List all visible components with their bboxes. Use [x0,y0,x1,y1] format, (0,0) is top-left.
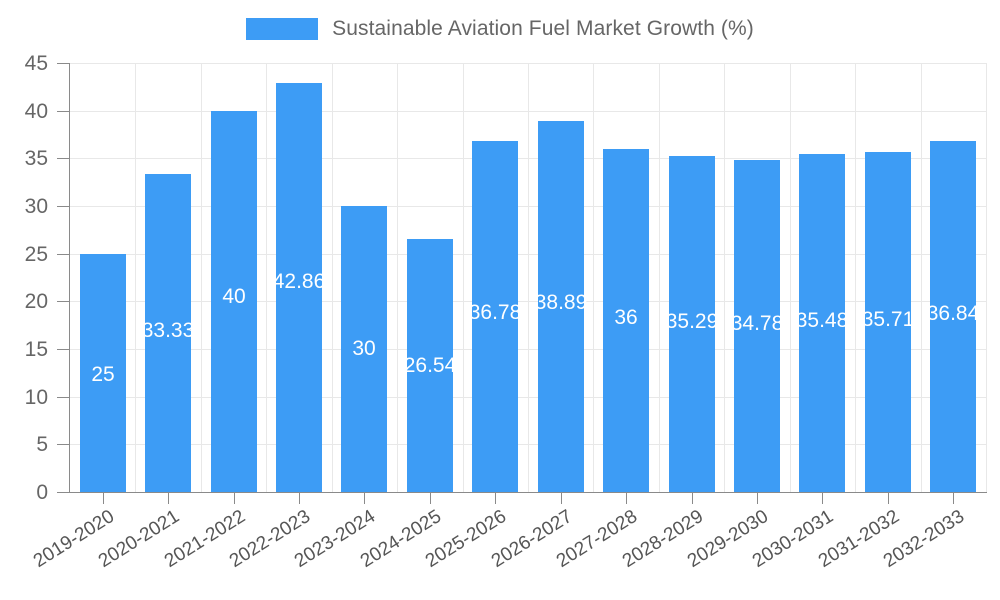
x-axis-tick [822,492,823,504]
bar-value-label: 33.33 [141,319,195,342]
x-axis-tick [495,492,496,504]
gridline-vertical [790,63,791,492]
y-axis-tick [57,206,69,207]
y-axis-tick-label: 20 [24,290,48,314]
bar-value-label: 42.86 [272,270,326,293]
y-axis-tick [57,63,69,64]
x-axis-tick [299,492,300,504]
gridline-vertical [332,63,333,492]
y-axis-tick [57,158,69,160]
x-axis-tick [364,492,365,504]
y-axis-tick-label: 45 [24,52,48,75]
y-axis-tick [57,253,69,255]
x-axis-tick [953,492,954,504]
y-axis-tick-label: 30 [24,195,48,218]
x-axis-tick [430,492,431,504]
gridline-vertical [921,63,922,492]
gridline-vertical [855,63,856,492]
x-axis-tick [757,492,758,504]
x-axis-tick [561,492,562,504]
bar[interactable]: 38.89 [535,121,587,492]
x-axis-tick [888,492,889,504]
y-axis-tick [57,444,69,446]
x-axis-tick [103,492,104,504]
gridline-vertical [528,63,529,492]
gridline-vertical [463,63,464,492]
bar-value-label: 36 [614,306,638,329]
gridline-vertical [266,63,267,492]
y-axis-tick-label: 10 [24,385,48,409]
bar-value-label: 40 [222,285,246,308]
x-axis-tick [234,492,235,504]
bar[interactable]: 26.54 [404,239,456,492]
bar-value-label: 36.78 [468,301,522,324]
y-axis-tick [57,349,69,350]
bar[interactable]: 33.33 [142,174,194,492]
chart-legend: Sustainable Aviation Fuel Market Growth … [0,12,1000,46]
bar[interactable]: 36.78 [469,141,521,492]
bar-value-label: 26.54 [403,354,457,377]
y-axis-line [69,63,70,493]
bar[interactable]: 40 [211,111,257,492]
y-axis-tick-label: 25 [24,242,48,266]
y-axis-tick [57,301,69,303]
y-axis-tick-label: 35 [24,147,48,171]
bar-value-label: 35.48 [795,309,849,332]
bar-value-label: 34.78 [730,312,784,335]
bar[interactable]: 35.29 [666,156,718,492]
bar[interactable]: 30 [341,206,387,492]
bar[interactable]: 36 [603,149,649,492]
gridline-vertical [135,63,136,492]
bar-value-label: 30 [352,337,376,360]
y-axis-tick-label: 0 [36,481,48,504]
bar[interactable]: 25 [80,254,126,492]
bar[interactable]: 34.78 [731,160,783,492]
y-axis-tick [57,492,69,493]
plot-area [70,63,987,493]
legend-swatch-icon[interactable] [246,18,319,40]
gridline-vertical [724,63,725,492]
bar[interactable]: 35.48 [796,154,848,492]
y-axis-tick-label: 15 [24,338,48,361]
y-axis-tick-label: 40 [24,99,48,123]
bar-value-label: 36.84 [926,302,980,325]
x-axis-line [57,492,987,493]
bar-value-label: 35.71 [861,308,915,331]
bar[interactable]: 42.86 [273,83,325,492]
y-axis-tick [57,110,69,112]
bar[interactable]: 36.84 [927,141,979,492]
x-axis-tick [692,492,693,504]
bar[interactable]: 35.71 [862,152,914,492]
x-axis-tick [626,492,627,504]
gridline-vertical [659,63,660,492]
gridline-vertical [201,63,202,492]
legend-label[interactable]: Sustainable Aviation Fuel Market Growth … [332,17,754,40]
y-axis-tick [57,396,69,398]
x-axis-tick [168,492,169,504]
bar-value-label: 38.89 [534,291,588,314]
bar-value-label: 35.29 [665,310,719,333]
plot-right-border [986,63,987,492]
y-axis-tick-label: 5 [36,433,48,457]
gridline-vertical [397,63,398,492]
bar-value-label: 25 [91,363,115,386]
gridline-vertical [593,63,594,492]
